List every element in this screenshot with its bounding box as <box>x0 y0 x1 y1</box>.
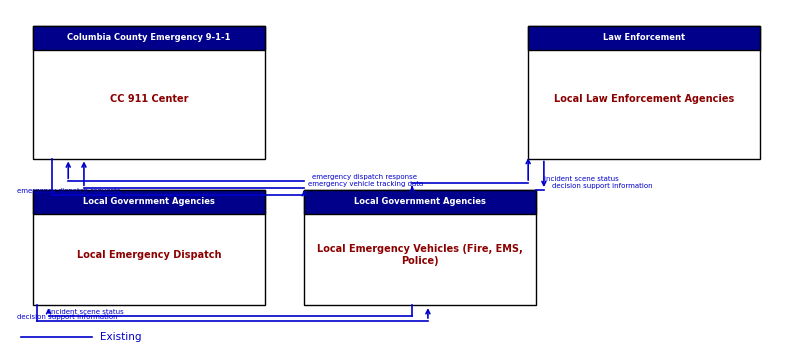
Bar <box>304 190 536 214</box>
Text: decision support information: decision support information <box>17 314 118 320</box>
Text: emergency dispatch response: emergency dispatch response <box>312 174 417 180</box>
Text: Local Emergency Dispatch: Local Emergency Dispatch <box>77 250 221 260</box>
Text: Existing: Existing <box>99 332 141 342</box>
Text: Local Government Agencies: Local Government Agencies <box>354 197 486 206</box>
Bar <box>33 190 265 305</box>
Text: CC 911 Center: CC 911 Center <box>110 94 188 103</box>
Text: Local Government Agencies: Local Government Agencies <box>83 197 215 206</box>
Text: incident scene status: incident scene status <box>49 309 123 315</box>
Text: emergency dispatch requests: emergency dispatch requests <box>17 188 121 194</box>
Text: Local Law Enforcement Agencies: Local Law Enforcement Agencies <box>554 94 735 103</box>
Bar <box>33 190 265 214</box>
Bar <box>528 26 760 50</box>
Text: Local Emergency Vehicles (Fire, EMS,
Police): Local Emergency Vehicles (Fire, EMS, Pol… <box>317 244 523 266</box>
Bar <box>528 26 760 158</box>
Text: Law Enforcement: Law Enforcement <box>603 33 685 42</box>
Text: decision support information: decision support information <box>552 183 653 189</box>
Text: incident scene status: incident scene status <box>544 176 619 182</box>
Bar <box>33 26 265 50</box>
Text: emergency vehicle tracking data: emergency vehicle tracking data <box>308 181 423 187</box>
Text: Columbia County Emergency 9-1-1: Columbia County Emergency 9-1-1 <box>67 33 230 42</box>
Bar <box>33 26 265 158</box>
Bar <box>304 190 536 305</box>
